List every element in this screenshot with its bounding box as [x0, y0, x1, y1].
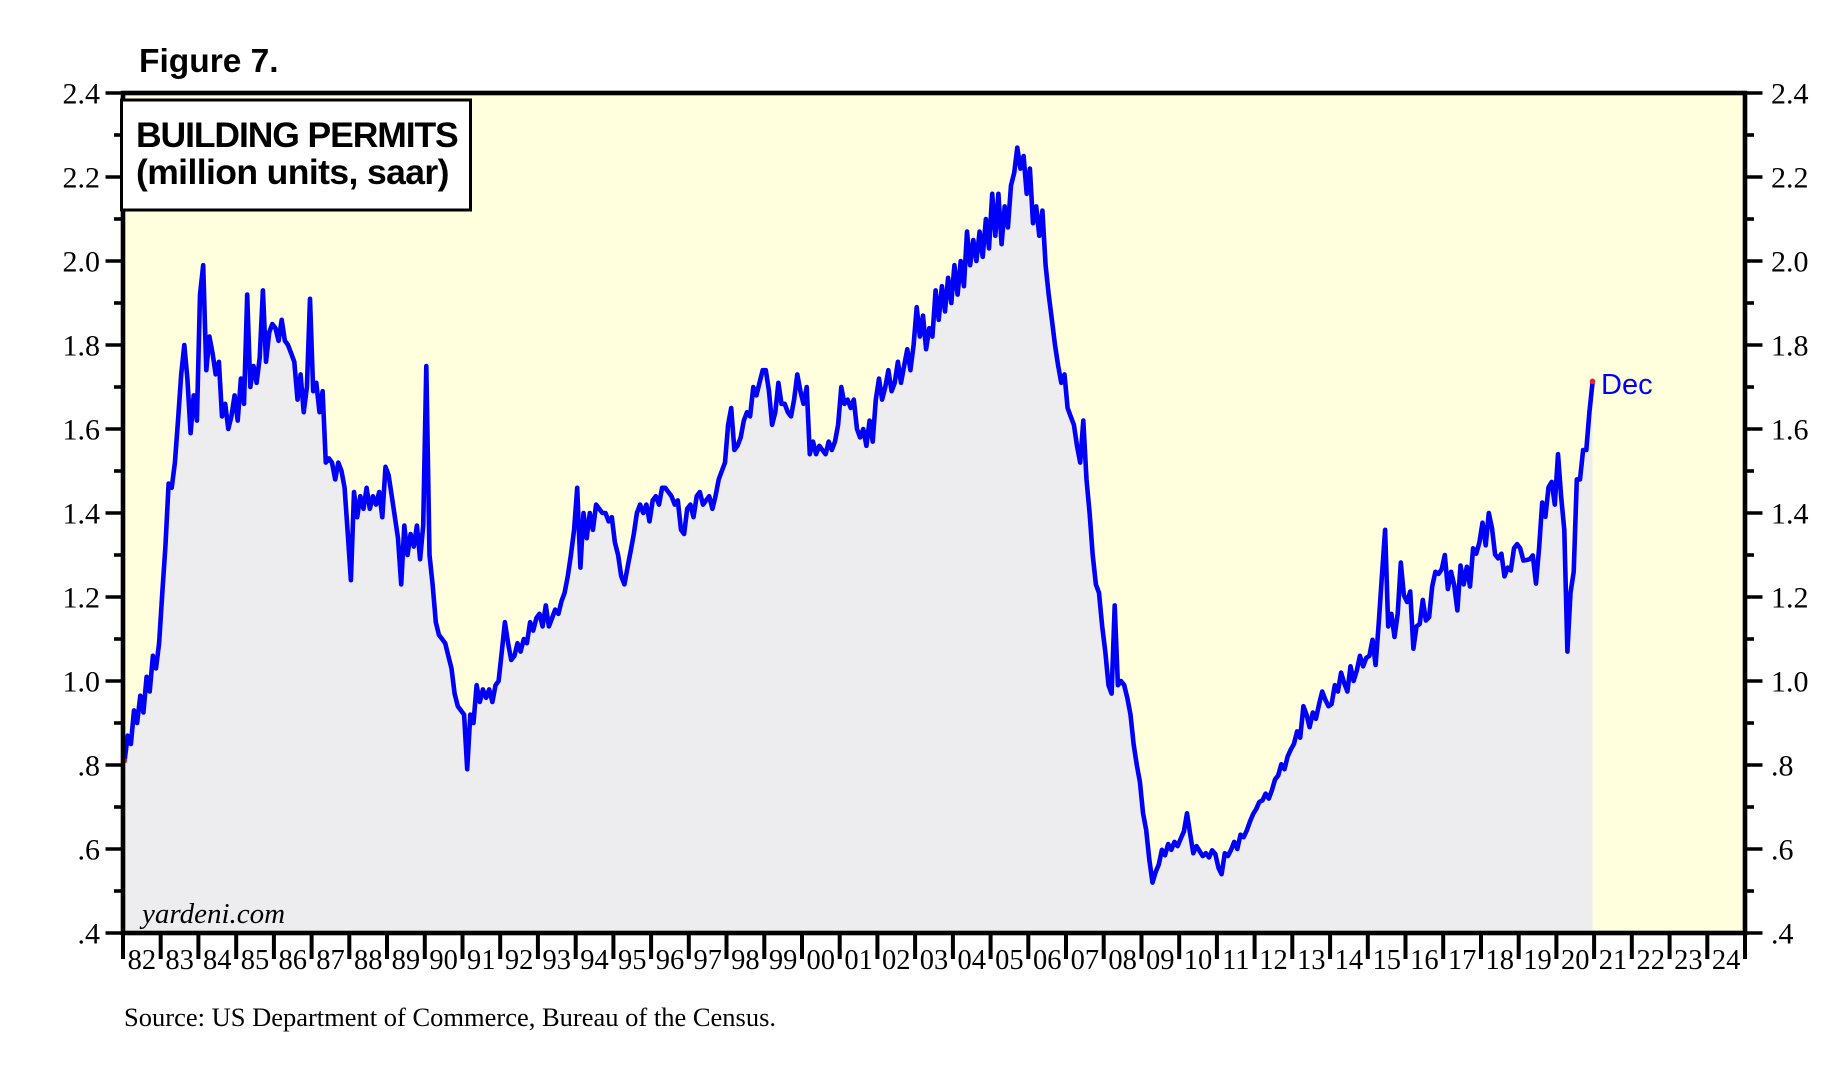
svg-text:92: 92 [505, 945, 534, 976]
svg-text:1.4: 1.4 [1771, 498, 1809, 531]
svg-text:84: 84 [203, 945, 232, 976]
svg-text:2.2: 2.2 [63, 162, 101, 195]
svg-text:1.8: 1.8 [1771, 330, 1809, 363]
svg-text:13: 13 [1297, 945, 1326, 976]
svg-text:01: 01 [844, 945, 873, 976]
svg-text:15: 15 [1372, 945, 1401, 976]
svg-text:09: 09 [1146, 945, 1175, 976]
svg-text:95: 95 [618, 945, 647, 976]
svg-text:Figure 7.: Figure 7. [139, 43, 279, 80]
svg-text:.8: .8 [78, 750, 101, 783]
svg-text:16: 16 [1410, 945, 1439, 976]
svg-text:2.4: 2.4 [1771, 78, 1809, 111]
svg-text:.8: .8 [1771, 750, 1794, 783]
svg-text:86: 86 [278, 945, 307, 976]
svg-text:yardeni.com: yardeni.com [139, 898, 285, 930]
svg-text:.4: .4 [78, 918, 101, 951]
svg-text:85: 85 [241, 945, 270, 976]
svg-text:1.0: 1.0 [1771, 666, 1809, 699]
svg-text:97: 97 [693, 945, 722, 976]
svg-text:(million units, saar): (million units, saar) [136, 152, 449, 192]
svg-text:2.4: 2.4 [63, 78, 101, 111]
svg-text:93: 93 [543, 945, 572, 976]
svg-text:1.0: 1.0 [63, 666, 101, 699]
svg-text:Source: US Department of Comme: Source: US Department of Commerce, Burea… [124, 1002, 776, 1032]
svg-text:22: 22 [1636, 945, 1665, 976]
svg-text:.4: .4 [1771, 918, 1794, 951]
svg-text:BUILDING PERMITS: BUILDING PERMITS [136, 115, 458, 155]
svg-text:05: 05 [995, 945, 1024, 976]
svg-text:2.0: 2.0 [63, 246, 101, 279]
svg-text:99: 99 [769, 945, 798, 976]
svg-text:23: 23 [1674, 945, 1703, 976]
svg-text:06: 06 [1033, 945, 1062, 976]
svg-text:20: 20 [1561, 945, 1590, 976]
svg-text:1.2: 1.2 [63, 582, 101, 615]
svg-text:96: 96 [656, 945, 685, 976]
svg-text:82: 82 [128, 945, 157, 976]
svg-text:18: 18 [1486, 945, 1515, 976]
svg-text:83: 83 [165, 945, 194, 976]
svg-text:91: 91 [467, 945, 496, 976]
svg-text:24: 24 [1712, 945, 1741, 976]
svg-text:94: 94 [580, 945, 609, 976]
svg-text:08: 08 [1108, 945, 1137, 976]
svg-text:1.2: 1.2 [1771, 582, 1809, 615]
svg-text:07: 07 [1071, 945, 1100, 976]
svg-text:87: 87 [316, 945, 345, 976]
svg-text:98: 98 [731, 945, 760, 976]
svg-text:1.8: 1.8 [63, 330, 101, 363]
svg-text:1.4: 1.4 [63, 498, 101, 531]
svg-text:1.6: 1.6 [63, 414, 101, 447]
svg-text:.6: .6 [78, 834, 101, 867]
svg-text:04: 04 [957, 945, 986, 976]
svg-text:10: 10 [1184, 945, 1213, 976]
svg-text:00: 00 [807, 945, 836, 976]
svg-text:03: 03 [920, 945, 949, 976]
svg-text:17: 17 [1448, 945, 1477, 976]
svg-text:1.6: 1.6 [1771, 414, 1809, 447]
svg-text:.6: .6 [1771, 834, 1794, 867]
svg-text:89: 89 [392, 945, 421, 976]
svg-text:11: 11 [1222, 945, 1249, 976]
svg-text:02: 02 [882, 945, 911, 976]
svg-text:2.2: 2.2 [1771, 162, 1809, 195]
svg-text:Dec: Dec [1601, 369, 1653, 401]
svg-text:88: 88 [354, 945, 383, 976]
svg-text:21: 21 [1599, 945, 1628, 976]
svg-text:19: 19 [1523, 945, 1552, 976]
svg-text:2.0: 2.0 [1771, 246, 1809, 279]
svg-text:14: 14 [1335, 945, 1364, 976]
svg-text:90: 90 [429, 945, 458, 976]
svg-text:12: 12 [1259, 945, 1288, 976]
